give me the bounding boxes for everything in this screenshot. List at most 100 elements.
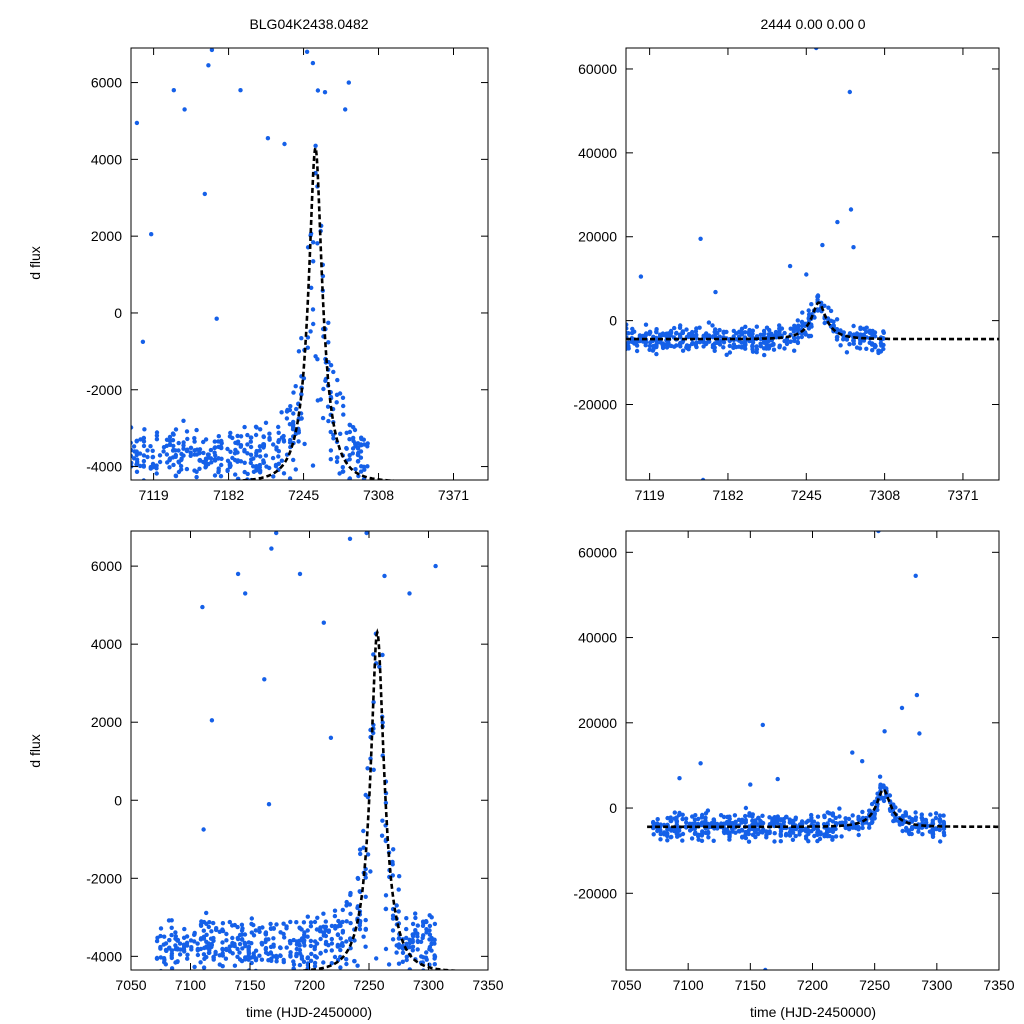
data-point	[784, 832, 789, 837]
data-point	[380, 818, 385, 823]
outlier-point	[382, 573, 387, 579]
data-point	[236, 476, 241, 480]
data-point	[674, 818, 679, 823]
data-point	[212, 445, 218, 450]
model-curve	[220, 143, 411, 480]
data-point	[281, 957, 286, 963]
data-point	[325, 404, 331, 409]
data-point	[724, 352, 729, 357]
data-point	[178, 1017, 182, 1021]
data-point	[281, 433, 286, 439]
data-point	[680, 831, 686, 837]
data-point	[323, 933, 329, 939]
outlier-point	[847, 89, 852, 95]
data-point	[141, 439, 147, 444]
data-point	[214, 982, 218, 986]
data-point	[413, 911, 418, 916]
data-point	[263, 930, 269, 935]
data-point	[684, 327, 689, 332]
data-point	[873, 343, 878, 349]
data-point	[815, 830, 820, 835]
data-point	[643, 322, 649, 327]
ylabel-bottom: d flux	[27, 734, 43, 767]
outlier-point	[266, 802, 272, 807]
data-point	[185, 482, 189, 486]
data-point	[267, 465, 272, 471]
data-point	[694, 335, 699, 341]
outlier-point	[209, 718, 215, 723]
data-point	[331, 369, 336, 375]
data-point	[260, 925, 265, 930]
data-point	[692, 821, 697, 826]
data-point	[288, 404, 293, 409]
outlier-point	[200, 604, 205, 610]
data-point	[432, 954, 438, 959]
data-point	[333, 989, 337, 993]
data-point	[297, 962, 303, 968]
data-point	[321, 970, 325, 974]
data-point	[746, 831, 751, 837]
y-tick-label: -20000	[573, 397, 617, 413]
data-point	[254, 466, 259, 471]
data-point	[750, 331, 755, 337]
data-point	[693, 830, 698, 835]
data-point	[248, 460, 253, 466]
data-point	[404, 973, 408, 977]
data-point	[216, 434, 221, 439]
data-point	[326, 929, 331, 934]
data-point	[643, 332, 648, 337]
outlier-point	[882, 729, 887, 734]
outlier-point	[820, 242, 825, 248]
data-point	[697, 339, 702, 345]
data-point	[415, 947, 420, 952]
data-point	[706, 835, 711, 840]
data-point	[877, 774, 883, 779]
data-point	[355, 459, 361, 464]
data-point	[335, 377, 340, 383]
data-point	[838, 343, 843, 348]
data-point	[169, 966, 175, 970]
data-point	[665, 838, 670, 843]
data-point	[157, 453, 163, 458]
data-point	[775, 814, 780, 819]
data-point	[626, 322, 629, 327]
data-point	[154, 430, 160, 435]
data-point	[154, 471, 159, 476]
data-point	[216, 466, 221, 471]
data-point	[404, 941, 409, 946]
data-point	[328, 429, 333, 435]
data-point	[634, 343, 640, 348]
data-point	[218, 444, 224, 449]
data-point	[305, 955, 311, 960]
data-point	[415, 938, 420, 944]
data-point	[930, 827, 935, 832]
data-point	[347, 437, 352, 442]
data-point	[677, 325, 683, 330]
data-point	[301, 920, 307, 925]
data-point	[919, 812, 924, 817]
data-point	[680, 329, 685, 335]
data-point	[733, 830, 738, 835]
data-point	[740, 817, 745, 822]
data-point	[301, 959, 307, 964]
data-point	[703, 815, 708, 820]
plot-frame	[625, 47, 1000, 481]
data-point	[647, 347, 652, 352]
data-point	[626, 326, 629, 331]
x-tick-label: 7200	[797, 977, 828, 993]
data-point	[683, 824, 688, 829]
data-point	[323, 924, 329, 929]
data-point	[347, 477, 352, 480]
data-point	[208, 447, 214, 453]
data-point	[427, 932, 433, 937]
data-point	[795, 340, 801, 346]
data-point	[696, 816, 701, 822]
data-point	[207, 986, 211, 990]
data-point	[212, 439, 217, 444]
data-point	[822, 303, 827, 308]
data-point	[413, 970, 417, 974]
outlier-point	[140, 339, 146, 344]
data-point	[177, 519, 181, 523]
plot-frame	[625, 530, 1000, 971]
data-point	[213, 453, 218, 458]
